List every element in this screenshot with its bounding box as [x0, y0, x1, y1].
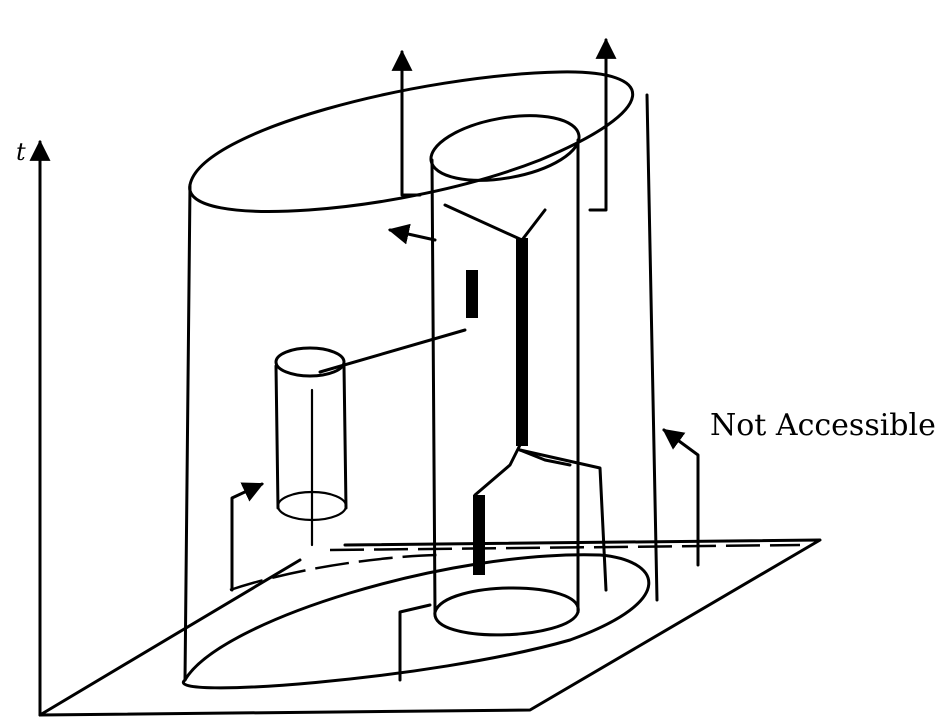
short-bar-upper — [466, 270, 478, 318]
time-axis: t — [16, 138, 51, 717]
time-axis-label: t — [16, 138, 26, 166]
small-cylinder — [274, 346, 348, 547]
worldlines — [230, 37, 700, 682]
inner-cylinder — [429, 114, 581, 637]
short-bar-lower — [473, 495, 485, 575]
outer-cylinder — [181, 70, 659, 690]
plane-trace-2 — [229, 553, 441, 592]
base-plane — [38, 538, 822, 717]
not-accessible-label: Not Accessible — [710, 408, 936, 443]
object-bars — [466, 238, 528, 575]
plane-trace — [329, 543, 801, 552]
long-bar — [516, 238, 528, 446]
